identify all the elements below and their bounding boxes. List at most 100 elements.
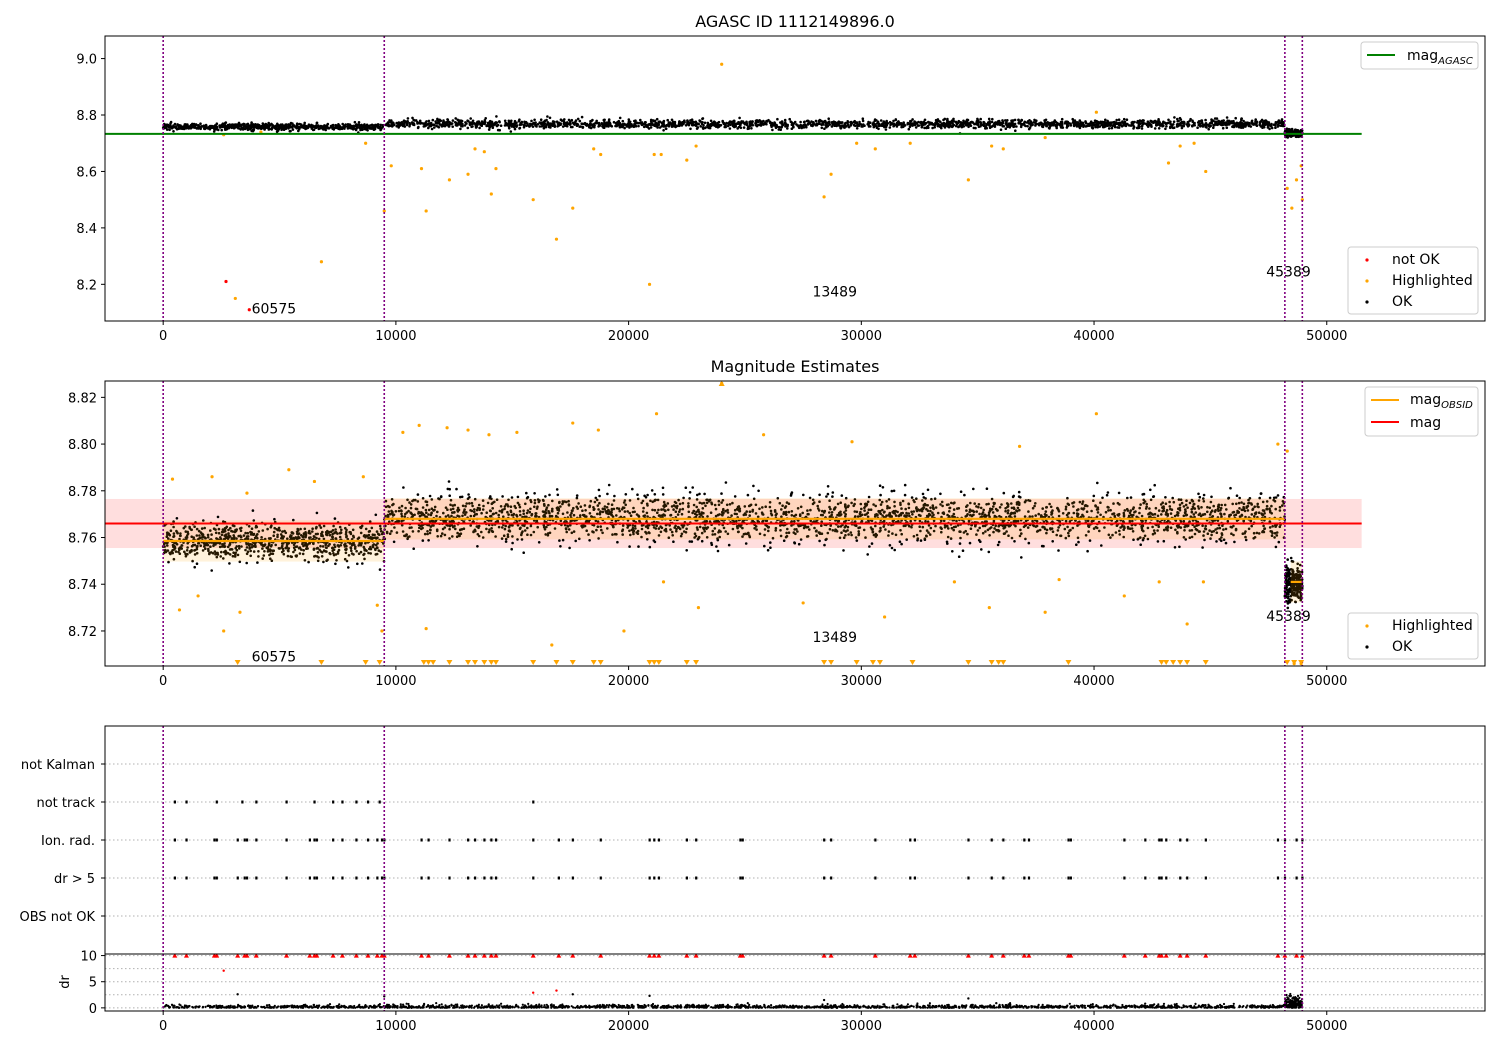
ok-point [170,126,174,130]
ok-point [395,121,399,125]
ok-point [391,121,395,125]
ok-point [611,533,614,536]
ok-point [1130,121,1134,124]
ok-point [755,528,758,531]
ok-point [269,545,273,548]
ok-point [339,544,343,547]
legend-label-highlighted: Highlighted [1392,273,1473,289]
ok-point [1140,119,1143,123]
highlighted-point [233,296,237,301]
ok-point [627,118,631,121]
ok-point [1248,121,1251,125]
ok-point [1187,123,1191,127]
ok-point [760,122,763,126]
ok-point [269,537,272,540]
ok-point [1250,121,1254,125]
highlighted-point [966,178,970,182]
ok-point [1149,119,1152,123]
ok-point [228,548,232,551]
ok-point [229,526,232,530]
ok-point [1142,529,1145,533]
ok-point [210,569,213,572]
ok-point [1077,540,1080,544]
ok-point [769,546,772,549]
ok-point [1202,493,1206,497]
ok-point [316,532,320,536]
ok-point [695,498,699,501]
ok-point [885,119,888,123]
ok-point [367,551,370,555]
ok-point [271,124,275,128]
ok-point [350,549,353,553]
ok-point [555,120,559,123]
ok-point [237,121,241,125]
ok-point [282,552,286,556]
ok-point [1119,121,1122,125]
ok-point [421,539,425,542]
ok-point [818,539,821,543]
ok-point [763,528,767,531]
ok-point [957,125,960,129]
ok-point [1271,525,1274,528]
ok-point [436,125,440,128]
panel-1-frame [104,35,1486,322]
ok-point [1058,123,1062,127]
ok-point [345,535,348,539]
ok-point [700,122,704,126]
ok-point [917,120,920,124]
ok-point [1064,536,1068,540]
ok-point [343,557,347,561]
ok-point [364,124,368,128]
ok-point [1081,121,1085,125]
ok-point [1129,124,1133,127]
ok-point [622,501,626,504]
ok-point [1142,121,1145,125]
ok-point [1244,538,1248,542]
y-tick-label: 8.6 [76,165,97,180]
ok-point [250,129,253,133]
ok-point [921,525,925,529]
ok-point [168,551,171,555]
ok-point [869,508,873,512]
ok-point [952,528,955,532]
ok-point [175,517,179,520]
ok-point [1171,126,1175,130]
ok-point [938,124,942,128]
ok-point [1015,509,1019,513]
ok-point [693,532,697,535]
ok-point [672,508,675,511]
ok-point [204,123,208,127]
highlighted-point [599,152,603,157]
ok-point [690,118,694,121]
ok-point [923,118,927,122]
ok-point [932,519,936,523]
ok-point [993,123,997,127]
ok-point [580,122,583,125]
ok-point [255,536,259,540]
ok-point [487,530,491,534]
x-tick-label: 50000 [1306,329,1347,344]
ok-point [600,122,604,125]
highlighted-point [592,147,596,151]
ok-point [680,124,684,127]
ok-point [286,554,290,558]
ok-point [195,551,199,555]
ok-point [662,119,666,123]
ok-point [899,122,903,125]
ok-point [1157,122,1160,126]
ok-point [250,121,253,124]
ok-point [388,124,392,128]
ok-point [749,503,753,507]
ok-point [670,118,674,122]
ok-point [844,515,847,518]
ok-point [796,530,799,533]
ok-point [241,128,245,131]
ok-point [363,547,366,551]
highlighted-point [990,144,994,148]
ok-point [271,552,275,556]
ok-point [842,125,846,129]
ok-point [1228,515,1231,518]
ok-point [1095,123,1098,126]
ok-point [364,128,368,131]
ok-point [1027,122,1031,125]
